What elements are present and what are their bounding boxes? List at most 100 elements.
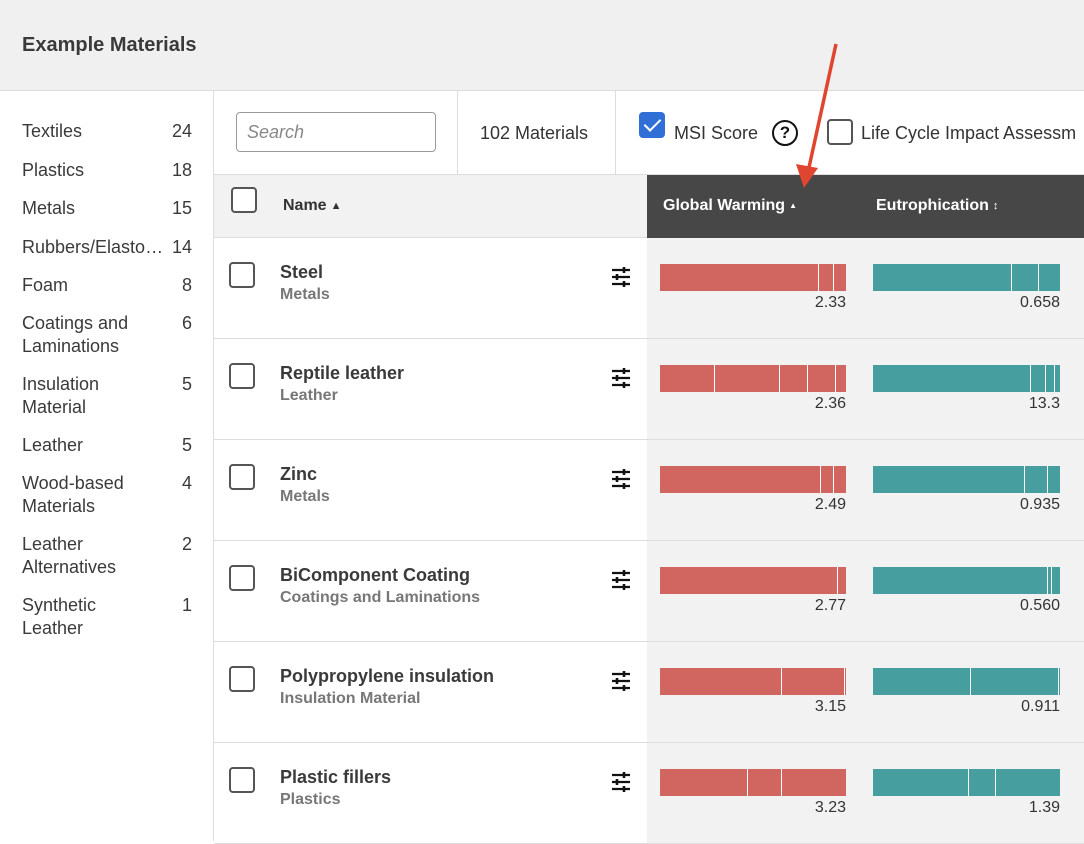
impact-header-band — [647, 175, 1084, 238]
table-header: Name ▲ Global Warming ▲ Eutrophication ↕ — [214, 175, 1084, 238]
row-checkbox[interactable] — [229, 767, 255, 793]
sidebar-item-label: Synthetic Leather — [22, 595, 97, 638]
sidebar-item-plastics[interactable]: Plastics 18 — [22, 159, 194, 182]
eutrophication-column-header[interactable]: Eutrophication ↕ — [876, 197, 998, 215]
sort-ascending-icon: ▲ — [789, 201, 797, 211]
global-warming-value: 2.36 — [814, 395, 846, 412]
table-row[interactable]: Plastic fillers Plastics 3.23 1.39 — [214, 743, 1084, 844]
row-checkbox[interactable] — [229, 565, 255, 591]
sidebar-item-wood[interactable]: Wood-based Materials 4 — [22, 472, 194, 518]
global-warming-bar — [660, 466, 846, 493]
eutrophication-bar — [873, 466, 1060, 493]
sidebar-item-synthetic-leather[interactable]: Synthetic Leather 1 — [22, 594, 194, 640]
sort-updown-icon: ↕ — [992, 199, 999, 212]
name-column-header[interactable]: Name ▲ — [283, 197, 341, 215]
material-name[interactable]: Reptile leather — [280, 363, 405, 383]
eutrophication-bar — [873, 567, 1060, 594]
table-row[interactable]: Zinc Metals 2.49 0.935 — [214, 440, 1084, 541]
eutrophication-bar — [873, 668, 1060, 695]
sidebar-item-count: 18 — [171, 160, 192, 180]
sidebar-item-foam[interactable]: Foam 8 — [22, 274, 194, 297]
sidebar-item-label: Insulation Material — [22, 374, 100, 417]
column-label: Global Warming — [663, 197, 786, 214]
material-category: Coatings and Laminations — [280, 589, 481, 606]
material-category: Insulation Material — [280, 690, 421, 707]
adjust-sliders-icon[interactable] — [610, 771, 632, 793]
eutrophication-value: 0.935 — [1019, 496, 1060, 513]
global-warming-value: 2.33 — [814, 294, 846, 311]
table-row[interactable]: Steel Metals 2.33 0.658 — [214, 238, 1084, 339]
sidebar-item-label: Wood-based Materials — [22, 473, 124, 516]
material-name[interactable]: Zinc — [280, 464, 318, 484]
adjust-sliders-icon[interactable] — [610, 266, 632, 288]
sidebar-item-label: Metals — [22, 198, 76, 218]
sidebar-item-count: 5 — [181, 435, 192, 455]
material-name[interactable]: Plastic fillers — [280, 767, 392, 787]
material-name[interactable]: Steel — [280, 262, 324, 282]
material-category: Metals — [280, 488, 330, 505]
eutrophication-bar — [873, 365, 1060, 392]
sidebar-item-label: Leather — [22, 435, 84, 455]
eutrophication-bar — [873, 264, 1060, 291]
eutrophication-value: 0.658 — [1019, 294, 1060, 311]
adjust-sliders-icon[interactable] — [610, 569, 632, 591]
sidebar-item-textiles[interactable]: Textiles 24 — [22, 120, 194, 143]
table-row[interactable]: Reptile leather Leather 2.36 13.3 — [214, 339, 1084, 440]
sidebar-item-label: Plastics — [22, 160, 85, 180]
eutrophication-value: 0.911 — [1021, 698, 1060, 715]
row-checkbox[interactable] — [229, 363, 255, 389]
material-name[interactable]: BiComponent Coating — [280, 565, 470, 585]
msi-score-checkbox[interactable] — [639, 112, 665, 138]
row-checkbox[interactable] — [229, 464, 255, 490]
category-sidebar: Textiles 24 Plastics 18 Metals 15 Rubber… — [0, 91, 214, 841]
sidebar-item-leather[interactable]: Leather 5 — [22, 434, 194, 457]
sidebar-item-count: 8 — [181, 275, 192, 295]
table-row[interactable]: Polypropylene insulation Insulation Mater… — [214, 642, 1084, 743]
global-warming-bar — [660, 365, 846, 392]
app-header: Example Materials — [0, 0, 1084, 91]
sidebar-item-count: 24 — [171, 121, 192, 141]
table-row[interactable]: BiComponent Coating Coatings and Laminati… — [214, 541, 1084, 642]
column-label: Name — [283, 197, 327, 214]
global-warming-column-header[interactable]: Global Warming ▲ — [663, 197, 797, 215]
sidebar-item-count: 4 — [181, 473, 192, 493]
sidebar-item-coatings[interactable]: Coatings and Laminations 6 — [22, 312, 194, 358]
select-all-checkbox[interactable] — [231, 187, 257, 213]
global-warming-value: 3.23 — [814, 799, 846, 816]
lcia-checkbox[interactable] — [827, 119, 853, 145]
row-checkbox[interactable] — [229, 666, 255, 692]
search-input[interactable] — [236, 112, 436, 152]
sidebar-item-metals[interactable]: Metals 15 — [22, 197, 194, 220]
sidebar-item-count: 5 — [181, 374, 192, 394]
sidebar-item-count: 15 — [171, 198, 192, 218]
sidebar-item-label: Textiles — [22, 121, 83, 141]
row-checkbox[interactable] — [229, 262, 255, 288]
sidebar-item-count: 2 — [181, 534, 192, 554]
global-warming-bar — [660, 264, 846, 291]
eutrophication-value: 1.39 — [1028, 799, 1060, 816]
toolbar-divider — [615, 91, 616, 175]
global-warming-bar — [660, 567, 846, 594]
adjust-sliders-icon[interactable] — [610, 367, 632, 389]
materials-count: 102 Materials — [480, 123, 589, 143]
adjust-sliders-icon[interactable] — [610, 670, 632, 692]
sidebar-item-count: 1 — [181, 595, 192, 615]
eutrophication-bar — [873, 769, 1060, 796]
global-warming-bar — [660, 769, 846, 796]
sidebar-item-label: Rubbers/Elastomers — [22, 237, 166, 257]
global-warming-value: 3.15 — [814, 698, 846, 715]
sidebar-item-count: 6 — [181, 313, 192, 333]
msi-score-label: MSI Score — [674, 123, 759, 143]
sidebar-item-label: Coatings and Laminations — [22, 313, 129, 356]
adjust-sliders-icon[interactable] — [610, 468, 632, 490]
sidebar-item-label: Foam — [22, 275, 69, 295]
sidebar-item-insulation[interactable]: Insulation Material 5 — [22, 373, 194, 419]
material-name[interactable]: Polypropylene insulation — [280, 666, 495, 686]
lcia-label: Life Cycle Impact Assessm — [861, 123, 1077, 143]
global-warming-bar — [660, 668, 846, 695]
toolbar-divider — [457, 91, 458, 175]
page-title: Example Materials — [22, 34, 197, 56]
sidebar-item-leather-alternatives[interactable]: Leather Alternatives 2 — [22, 533, 194, 579]
help-icon[interactable]: ? — [772, 120, 798, 146]
sidebar-item-rubbers[interactable]: Rubbers/Elastomers 14 — [22, 236, 194, 259]
